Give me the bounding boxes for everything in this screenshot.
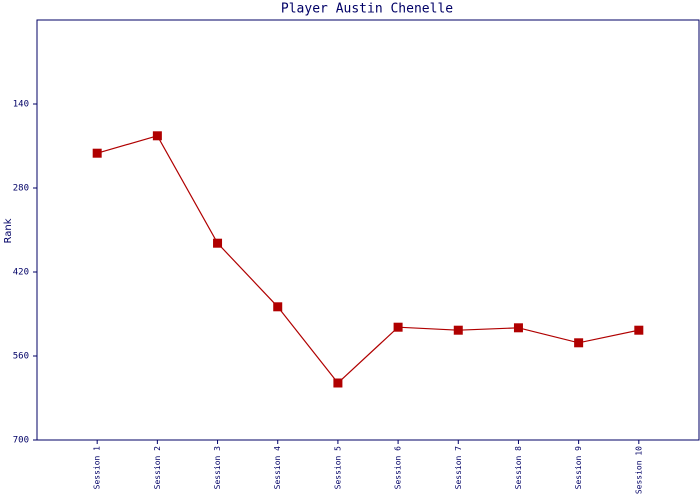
point-marker	[273, 302, 283, 312]
chart-title: Player Austin Chenelle	[281, 2, 453, 17]
y-axis-label: Rank	[3, 218, 14, 243]
point-marker	[513, 323, 523, 333]
point-marker	[213, 238, 223, 248]
series-line	[97, 135, 639, 384]
x-tick-label: Session 6	[394, 446, 403, 490]
x-tick-label: Session 2	[153, 446, 162, 490]
x-tick-label: Session 10	[634, 446, 643, 494]
point-marker	[453, 325, 463, 335]
y-tick-label: 420	[13, 268, 29, 278]
x-tick-label: Session 3	[213, 446, 222, 490]
x-tick-label: Session 7	[454, 446, 463, 490]
point-marker	[574, 338, 584, 348]
x-tick-label: Session 4	[273, 446, 282, 490]
point-marker	[393, 322, 403, 332]
x-tick-label: Session 8	[514, 446, 523, 490]
point-marker	[333, 378, 343, 388]
y-tick-label: 700	[13, 436, 29, 446]
plot-frame	[36, 19, 700, 441]
point-marker	[92, 148, 102, 158]
y-tick-label: 560	[13, 352, 29, 362]
x-tick-label: Session 5	[333, 446, 342, 490]
x-tick-label: Session 9	[574, 446, 583, 490]
y-tick-label: 280	[13, 184, 29, 194]
y-tick-label: 140	[13, 100, 29, 110]
x-tick-label: Session 1	[93, 446, 102, 490]
point-marker	[152, 131, 162, 141]
point-marker	[634, 325, 644, 335]
